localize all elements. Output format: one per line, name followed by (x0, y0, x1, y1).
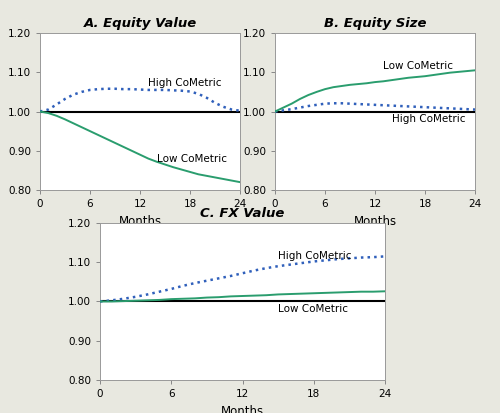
Text: High CoMetric: High CoMetric (392, 114, 465, 123)
Title: B. Equity Size: B. Equity Size (324, 17, 426, 31)
Text: High CoMetric: High CoMetric (278, 252, 351, 261)
Text: Low CoMetric: Low CoMetric (156, 154, 226, 164)
Text: Low CoMetric: Low CoMetric (278, 304, 348, 313)
Title: C. FX Value: C. FX Value (200, 207, 284, 221)
X-axis label: Months: Months (354, 215, 397, 228)
X-axis label: Months: Months (118, 215, 162, 228)
X-axis label: Months: Months (221, 405, 264, 413)
Text: Low CoMetric: Low CoMetric (384, 62, 454, 71)
Title: A. Equity Value: A. Equity Value (84, 17, 196, 31)
Text: High CoMetric: High CoMetric (148, 78, 222, 88)
